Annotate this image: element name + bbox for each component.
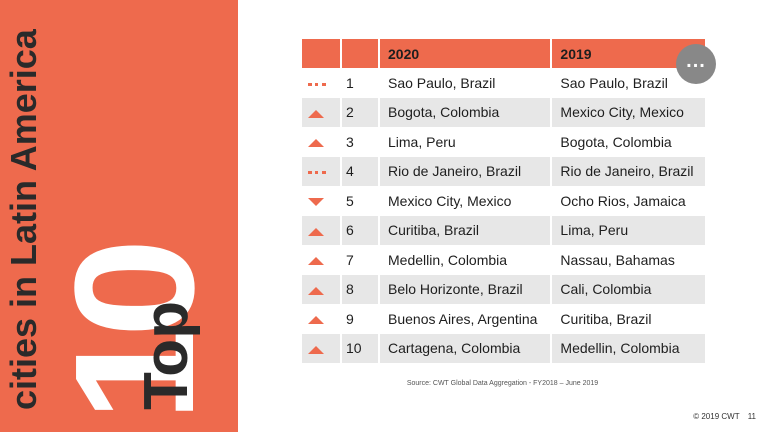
city-2020-cell: Belo Horizonte, Brazil [380, 274, 553, 304]
table-row: 8 Belo Horizonte, Brazil Cali, Colombia [302, 274, 705, 304]
rank-cell: 5 [342, 186, 380, 216]
rank-cell: 1 [342, 68, 380, 98]
city-2020-cell: Medellin, Colombia [380, 245, 553, 275]
rank-cell: 8 [342, 274, 380, 304]
header-2020: 2020 [380, 39, 553, 68]
side-title-rotated: cities in Latin America 10 Top [0, 0, 238, 432]
source-note: Source: CWT Global Data Aggregation - FY… [406, 380, 599, 387]
triangle-up-icon [308, 345, 324, 354]
triangle-up-icon [308, 316, 324, 325]
rank-cell: 3 [342, 127, 380, 157]
table-row: 2 Bogota, Colombia Mexico City, Mexico [302, 97, 705, 127]
dotted-line-icon [308, 82, 326, 86]
table-row: 3 Lima, Peru Bogota, Colombia [302, 127, 705, 157]
triangle-up-icon [308, 109, 324, 118]
rank-cell: 4 [342, 156, 380, 186]
table-row: 5 Mexico City, Mexico Ocho Rios, Jamaica [302, 186, 705, 216]
trend-cell [302, 68, 342, 98]
city-2019-cell: Ocho Rios, Jamaica [560, 192, 686, 209]
triangle-up-icon [308, 139, 324, 148]
table-row: 1 Sao Paulo, Brazil Sao Paulo, Brazil [302, 68, 705, 98]
trend-cell [302, 304, 342, 334]
trend-cell [302, 274, 342, 304]
table-header-row: 2020 2019 [302, 39, 705, 68]
header-trend [302, 39, 342, 68]
table-row: 7 Medellin, Colombia Nassau, Bahamas [302, 245, 705, 275]
triangle-up-icon [308, 257, 324, 266]
side-subtitle: cities in Latin America [3, 29, 44, 410]
city-2020-cell: Bogota, Colombia [380, 97, 553, 127]
trend-cell [302, 245, 342, 275]
dotted-line-icon [308, 171, 326, 175]
triangle-up-icon [308, 227, 324, 236]
city-2019-cell: Bogota, Colombia [560, 133, 672, 150]
city-2019-cell: Nassau, Bahamas [560, 251, 675, 268]
city-2019-cell: Lima, Peru [552, 215, 705, 245]
table-row: 9 Buenos Aires, Argentina Curitiba, Brazil [302, 304, 705, 334]
rank-cell: 6 [342, 215, 380, 245]
city-2019-cell: Curitiba, Brazil [560, 310, 652, 327]
trend-cell [302, 97, 342, 127]
triangle-up-icon [308, 286, 324, 295]
side-banner: cities in Latin America 10 Top [0, 0, 238, 432]
table-row: 6 Curitiba, Brazil Lima, Peru [302, 215, 705, 245]
side-top-word: Top [132, 300, 201, 410]
header-rank [342, 39, 380, 68]
city-2020-cell: Buenos Aires, Argentina [380, 304, 553, 334]
more-options-button[interactable]: ... [676, 44, 716, 84]
rank-cell: 9 [342, 304, 380, 334]
city-2019-cell: Rio de Janeiro, Brazil [552, 156, 705, 186]
trend-cell [302, 156, 342, 186]
triangle-down-icon [308, 198, 324, 207]
city-2019-cell: Medellin, Colombia [552, 333, 705, 363]
table-row: 4 Rio de Janeiro, Brazil Rio de Janeiro, B… [302, 156, 705, 186]
trend-cell [302, 127, 342, 157]
city-2020-cell: Lima, Peru [380, 127, 553, 157]
rank-cell: 10 [342, 333, 380, 363]
city-2020-cell: Curitiba, Brazil [380, 215, 553, 245]
trend-cell [302, 186, 342, 216]
city-2019-cell: Mexico City, Mexico [552, 97, 705, 127]
footer: © 2019 CWT 11 [687, 412, 756, 421]
city-2020-cell: Mexico City, Mexico [380, 186, 553, 216]
city-2020-cell: Rio de Janeiro, Brazil [380, 156, 553, 186]
city-2019-cell: Cali, Colombia [552, 274, 705, 304]
city-2020-cell: Cartagena, Colombia [380, 333, 553, 363]
city-2019-cell: Sao Paulo, Brazil [560, 74, 668, 91]
page-number: 11 [747, 412, 756, 421]
table-row: 10 Cartagena, Colombia Medellin, Colombia [302, 333, 705, 363]
rank-cell: 7 [342, 245, 380, 275]
ranking-table: 2020 2019 1 Sao Paulo, Brazil Sao Paulo, B… [302, 39, 705, 363]
copyright: © 2019 CWT [693, 412, 740, 421]
trend-cell [302, 215, 342, 245]
trend-cell [302, 333, 342, 363]
rank-cell: 2 [342, 97, 380, 127]
city-2020-cell: Sao Paulo, Brazil [380, 68, 553, 98]
